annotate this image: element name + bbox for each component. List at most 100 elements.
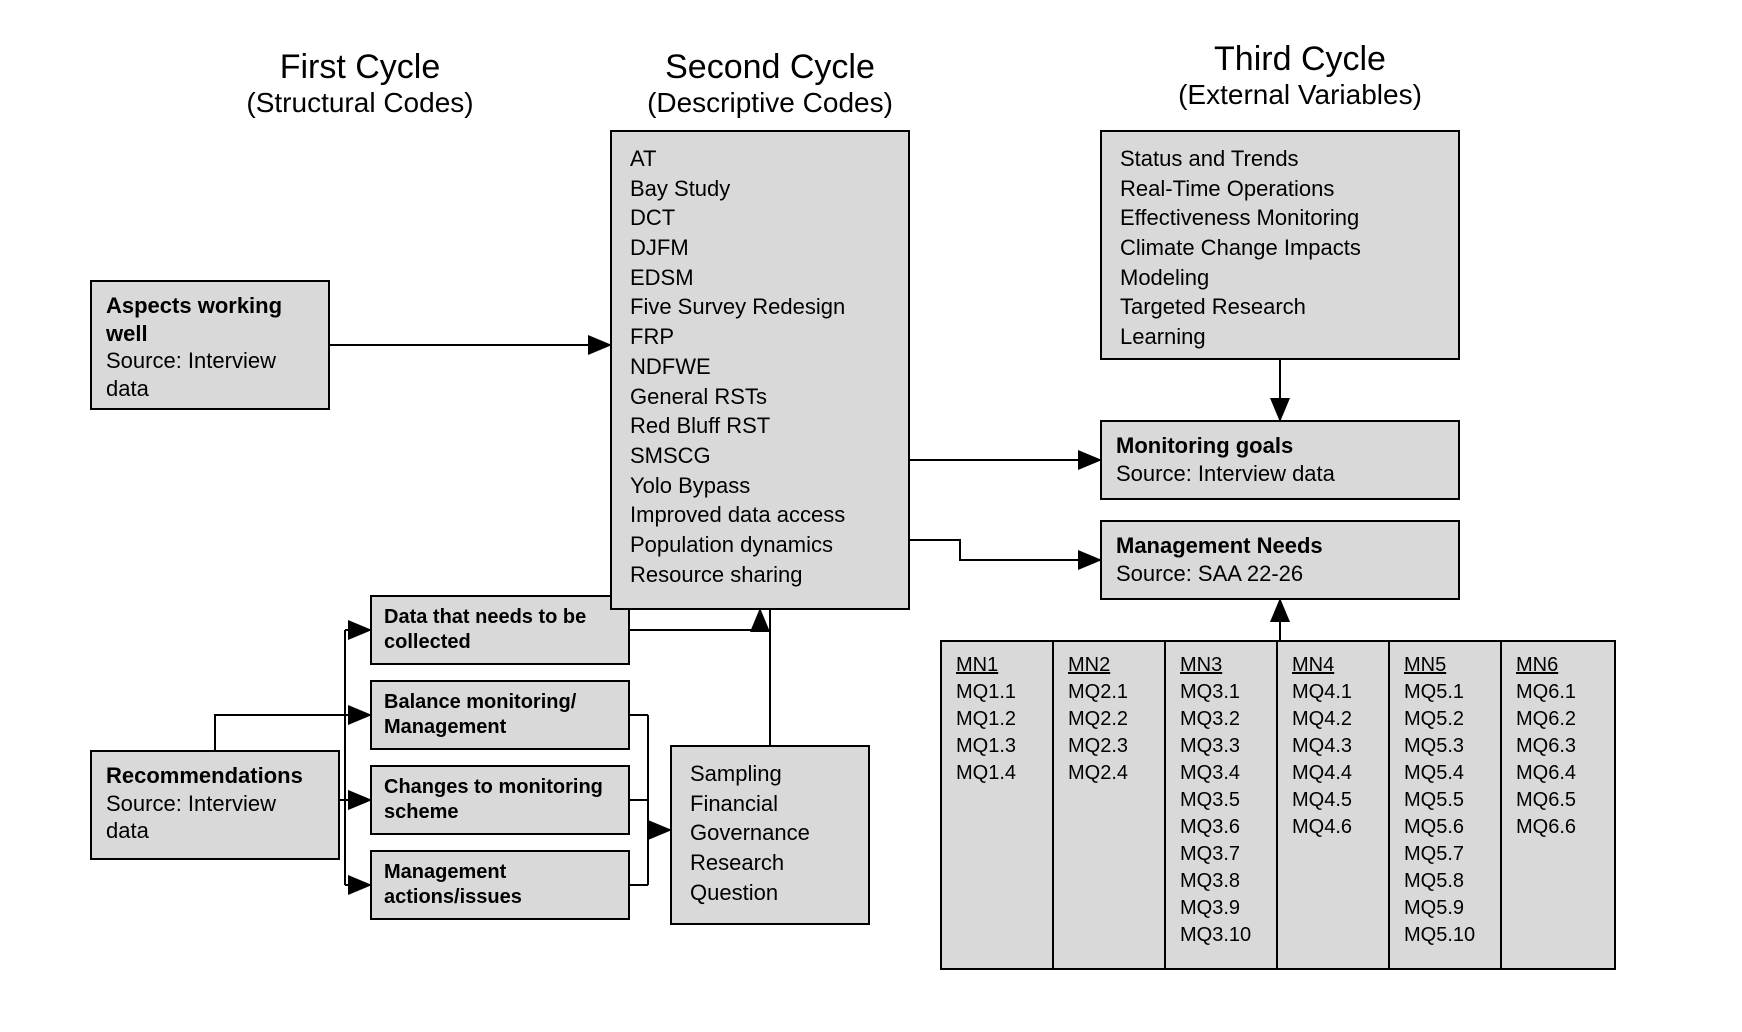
list-item: Governance: [690, 818, 850, 848]
mn-item: MQ5.1: [1404, 679, 1486, 706]
aspects-source: Source: Interview data: [106, 347, 314, 402]
mn-item: MQ2.3: [1068, 733, 1150, 760]
mn-item: MQ2.1: [1068, 679, 1150, 706]
rec-child-data: Data that needs to be collected: [370, 595, 630, 665]
list-item: Targeted Research: [1120, 292, 1440, 322]
mn-item: MQ6.1: [1516, 679, 1600, 706]
mn-column: MN2MQ2.1MQ2.2MQ2.3MQ2.4: [1054, 642, 1166, 968]
first-cycle-title-sub: (Structural Codes): [200, 87, 520, 119]
management-needs-title: Management Needs: [1116, 532, 1444, 560]
third-cycle-title-main: Third Cycle: [1120, 40, 1480, 79]
aspects-title: Aspects working well: [106, 292, 314, 347]
list-item: Yolo Bypass: [630, 471, 890, 501]
mn-column: MN1MQ1.1MQ1.2MQ1.3MQ1.4: [942, 642, 1054, 968]
list-item: AT: [630, 144, 890, 174]
list-item: General RSTs: [630, 382, 890, 412]
mn-item: MQ5.7: [1404, 841, 1486, 868]
mn-item: MQ6.3: [1516, 733, 1600, 760]
aspects-box: Aspects working well Source: Interview d…: [90, 280, 330, 410]
mn-column-head: MN2: [1068, 652, 1150, 679]
mn-item: MQ6.5: [1516, 787, 1600, 814]
third-cycle-title-sub: (External Variables): [1120, 79, 1480, 111]
mn-item: MQ4.2: [1292, 706, 1374, 733]
mn-item: MQ3.3: [1180, 733, 1262, 760]
list-item: FRP: [630, 322, 890, 352]
rec-child-changes: Changes to monitoring scheme: [370, 765, 630, 835]
mn-item: MQ2.4: [1068, 760, 1150, 787]
rec-child-balance: Balance monitoring/ Management: [370, 680, 630, 750]
mn-item: MQ5.6: [1404, 814, 1486, 841]
mn-column-head: MN1: [956, 652, 1038, 679]
mn-item: MQ5.2: [1404, 706, 1486, 733]
first-cycle-title-main: First Cycle: [200, 48, 520, 87]
mn-item: MQ5.5: [1404, 787, 1486, 814]
mn-item: MQ5.10: [1404, 922, 1486, 949]
second-cycle-title-main: Second Cycle: [590, 48, 950, 87]
mn-item: MQ6.2: [1516, 706, 1600, 733]
mn-item: MQ3.8: [1180, 868, 1262, 895]
recommendations-box: Recommendations Source: Interview data: [90, 750, 340, 860]
list-item: DCT: [630, 203, 890, 233]
mn-item: MQ3.9: [1180, 895, 1262, 922]
mn-item: MQ4.3: [1292, 733, 1374, 760]
list-item: Learning: [1120, 322, 1440, 352]
mn-item: MQ3.10: [1180, 922, 1262, 949]
mn-table: MN1MQ1.1MQ1.2MQ1.3MQ1.4MN2MQ2.1MQ2.2MQ2.…: [940, 640, 1616, 970]
list-item: Red Bluff RST: [630, 411, 890, 441]
list-item: EDSM: [630, 263, 890, 293]
mn-item: MQ3.1: [1180, 679, 1262, 706]
mn-column: MN4MQ4.1MQ4.2MQ4.3MQ4.4MQ4.5MQ4.6: [1278, 642, 1390, 968]
list-item: NDFWE: [630, 352, 890, 382]
mn-column-head: MN4: [1292, 652, 1374, 679]
mn-column: MN3MQ3.1MQ3.2MQ3.3MQ3.4MQ3.5MQ3.6MQ3.7MQ…: [1166, 642, 1278, 968]
mn-item: MQ6.4: [1516, 760, 1600, 787]
monitoring-goals-box: Monitoring goals Source: Interview data: [1100, 420, 1460, 500]
list-item: Climate Change Impacts: [1120, 233, 1440, 263]
list-item: Research: [690, 848, 850, 878]
third-cycle-title: Third Cycle (External Variables): [1120, 40, 1480, 111]
mn-item: MQ3.2: [1180, 706, 1262, 733]
third-cycle-list: Status and TrendsReal-Time OperationsEff…: [1100, 130, 1460, 360]
recommendations-title: Recommendations: [106, 762, 324, 790]
list-item: Resource sharing: [630, 560, 890, 590]
second-cycle-title: Second Cycle (Descriptive Codes): [590, 48, 950, 119]
mn-column-head: MN3: [1180, 652, 1262, 679]
second-cycle-title-sub: (Descriptive Codes): [590, 87, 950, 119]
list-item: DJFM: [630, 233, 890, 263]
rec-child-changes-label: Changes to monitoring scheme: [384, 775, 616, 825]
mn-column-head: MN5: [1404, 652, 1486, 679]
monitoring-goals-title: Monitoring goals: [1116, 432, 1444, 460]
list-item: SMSCG: [630, 441, 890, 471]
list-item: Status and Trends: [1120, 144, 1440, 174]
list-item: Effectiveness Monitoring: [1120, 203, 1440, 233]
mn-item: MQ6.6: [1516, 814, 1600, 841]
monitoring-goals-source: Source: Interview data: [1116, 460, 1444, 488]
list-item: Question: [690, 878, 850, 908]
mn-item: MQ5.3: [1404, 733, 1486, 760]
list-item: Population dynamics: [630, 530, 890, 560]
list-item: Sampling: [690, 759, 850, 789]
management-needs-source: Source: SAA 22-26: [1116, 560, 1444, 588]
mn-item: MQ1.1: [956, 679, 1038, 706]
mn-item: MQ4.1: [1292, 679, 1374, 706]
list-item: Modeling: [1120, 263, 1440, 293]
list-item: Financial: [690, 789, 850, 819]
mn-item: MQ5.9: [1404, 895, 1486, 922]
mn-item: MQ4.6: [1292, 814, 1374, 841]
mn-item: MQ3.7: [1180, 841, 1262, 868]
first-cycle-title: First Cycle (Structural Codes): [200, 48, 520, 119]
mn-column: MN6MQ6.1MQ6.2MQ6.3MQ6.4MQ6.5MQ6.6: [1502, 642, 1614, 968]
list-item: Bay Study: [630, 174, 890, 204]
second-cycle-small-list: SamplingFinancialGovernanceResearchQuest…: [670, 745, 870, 925]
mn-item: MQ4.4: [1292, 760, 1374, 787]
mn-item: MQ5.4: [1404, 760, 1486, 787]
mn-item: MQ5.8: [1404, 868, 1486, 895]
mn-column: MN5MQ5.1MQ5.2MQ5.3MQ5.4MQ5.5MQ5.6MQ5.7MQ…: [1390, 642, 1502, 968]
mn-item: MQ1.3: [956, 733, 1038, 760]
recommendations-source: Source: Interview data: [106, 790, 324, 845]
mn-item: MQ2.2: [1068, 706, 1150, 733]
rec-child-data-label: Data that needs to be collected: [384, 605, 616, 655]
mn-item: MQ3.5: [1180, 787, 1262, 814]
mn-item: MQ3.4: [1180, 760, 1262, 787]
mn-item: MQ1.2: [956, 706, 1038, 733]
